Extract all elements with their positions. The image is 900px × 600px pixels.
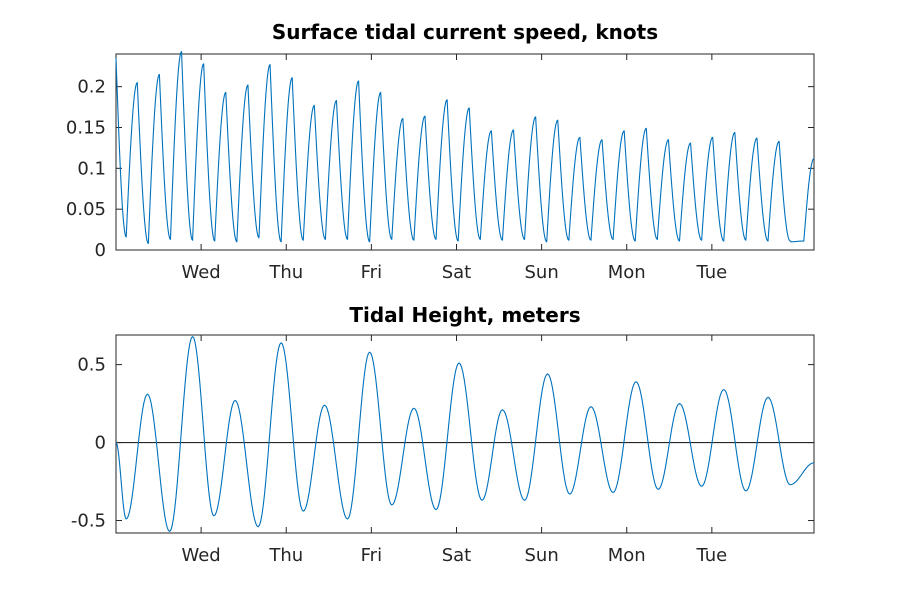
tidal-height-chart: Tidal Height, meters -0.5 0 0.5 Wed Thu Fri S… xyxy=(71,303,815,566)
x-tick-label: Wed xyxy=(181,545,220,566)
x-axis: Wed Thu Fri Sat Sun Mon Tue xyxy=(181,335,727,566)
x-tick-label: Sun xyxy=(524,262,558,283)
x-tick-label: Mon xyxy=(608,262,646,283)
y-tick-label: 0.2 xyxy=(77,77,106,98)
series-line xyxy=(115,336,815,532)
y-tick-label: 0.15 xyxy=(66,118,106,139)
x-tick-label: Mon xyxy=(608,545,646,566)
x-tick-label: Tue xyxy=(695,545,727,566)
x-tick-label: Sat xyxy=(442,545,472,566)
y-tick-label: -0.5 xyxy=(71,511,106,532)
x-axis: Wed Thu Fri Sat Sun Mon Tue xyxy=(181,54,727,283)
y-tick-label: 0 xyxy=(95,433,106,454)
current-speed-chart: Surface tidal current speed, knots 0 0.05… xyxy=(66,20,815,283)
y-tick-label: 0.05 xyxy=(66,199,106,220)
x-tick-label: Sun xyxy=(524,545,558,566)
x-tick-label: Fri xyxy=(361,262,382,283)
x-tick-label: Sat xyxy=(442,262,472,283)
x-tick-label: Thu xyxy=(268,545,303,566)
chart-title: Tidal Height, meters xyxy=(349,303,580,327)
chart-title: Surface tidal current speed, knots xyxy=(272,20,658,44)
x-tick-label: Thu xyxy=(268,262,303,283)
y-tick-label: 0.5 xyxy=(77,355,106,376)
x-tick-label: Fri xyxy=(361,545,382,566)
x-tick-label: Wed xyxy=(181,262,220,283)
y-axis: 0 0.05 0.1 0.15 0.2 xyxy=(66,77,814,261)
series-line xyxy=(115,51,815,245)
x-tick-label: Tue xyxy=(695,262,727,283)
y-tick-label: 0 xyxy=(95,240,106,261)
y-axis: -0.5 0 0.5 xyxy=(71,355,814,532)
y-tick-label: 0.1 xyxy=(77,158,106,179)
plot-area xyxy=(115,334,815,534)
